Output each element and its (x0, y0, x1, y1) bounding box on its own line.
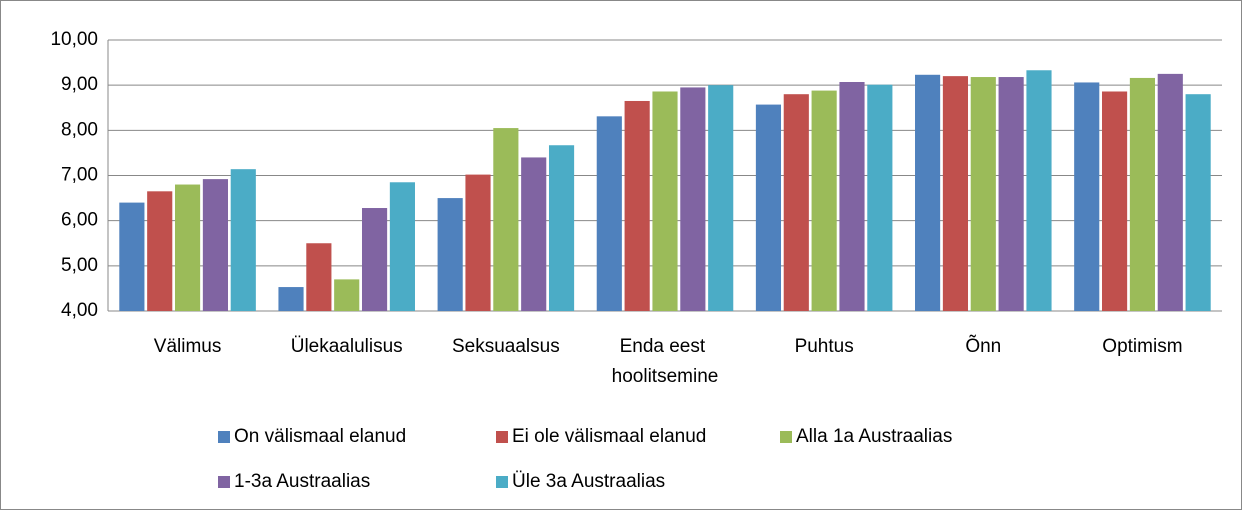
x-tick-label: Optimism (1102, 336, 1182, 357)
legend-swatch (218, 476, 230, 488)
bar (119, 202, 145, 311)
legend-label: On välismaal elanud (234, 426, 406, 447)
bar (278, 287, 304, 311)
bar (1074, 82, 1100, 311)
legend-label: Alla 1a Austraalias (796, 426, 952, 447)
bar (755, 104, 782, 311)
y-tick-label: 5,00 (61, 255, 98, 276)
x-tick-label: Välimus (154, 336, 222, 357)
y-tick-label: 10,00 (50, 29, 98, 50)
bar (389, 182, 415, 311)
bar (998, 77, 1024, 311)
bar (1185, 94, 1211, 311)
bar (230, 169, 256, 311)
x-tick-label: Õnn (965, 335, 1001, 357)
x-tick-label: Puhtus (795, 336, 854, 357)
legend-label: 1-3a Austraalias (234, 471, 370, 492)
bar (1157, 73, 1183, 311)
bar (680, 87, 706, 311)
bar (652, 91, 678, 312)
y-tick-label: 8,00 (61, 119, 98, 140)
bar (334, 279, 360, 311)
bar (1026, 70, 1052, 312)
bar (147, 191, 173, 311)
bar (521, 157, 547, 311)
bar (1129, 77, 1156, 311)
bar (548, 145, 575, 311)
legend-label: Ei ole välismaal elanud (512, 426, 706, 447)
x-tick-label: Enda eest hoolitsemine (612, 336, 719, 387)
bar (202, 179, 228, 311)
x-tick-label: Ülekaalulisus (291, 336, 403, 357)
bar (970, 77, 996, 311)
y-tick-label: 7,00 (61, 165, 98, 186)
bar (839, 82, 865, 311)
bar (811, 90, 837, 311)
legend-swatch (496, 476, 508, 488)
bar (465, 174, 491, 311)
bar (1102, 91, 1128, 312)
bar (783, 94, 809, 311)
bar (493, 128, 519, 311)
legend-label: Üle 3a Austraalias (512, 471, 665, 492)
y-tick-label: 6,00 (61, 210, 98, 231)
y-tick-label: 9,00 (61, 74, 98, 95)
bar (867, 84, 893, 311)
legend-swatch (496, 431, 508, 443)
legend-swatch (780, 431, 792, 443)
bar (174, 184, 201, 311)
bar (596, 116, 622, 311)
bar (306, 243, 332, 311)
bar (942, 76, 969, 311)
bar (624, 100, 650, 311)
y-tick-label: 4,00 (61, 300, 98, 321)
bar (361, 208, 388, 311)
bar (437, 198, 463, 311)
bar (915, 74, 941, 311)
legend-swatch (218, 431, 230, 443)
bar (708, 85, 734, 312)
x-tick-label: Seksuaalsus (452, 336, 560, 357)
